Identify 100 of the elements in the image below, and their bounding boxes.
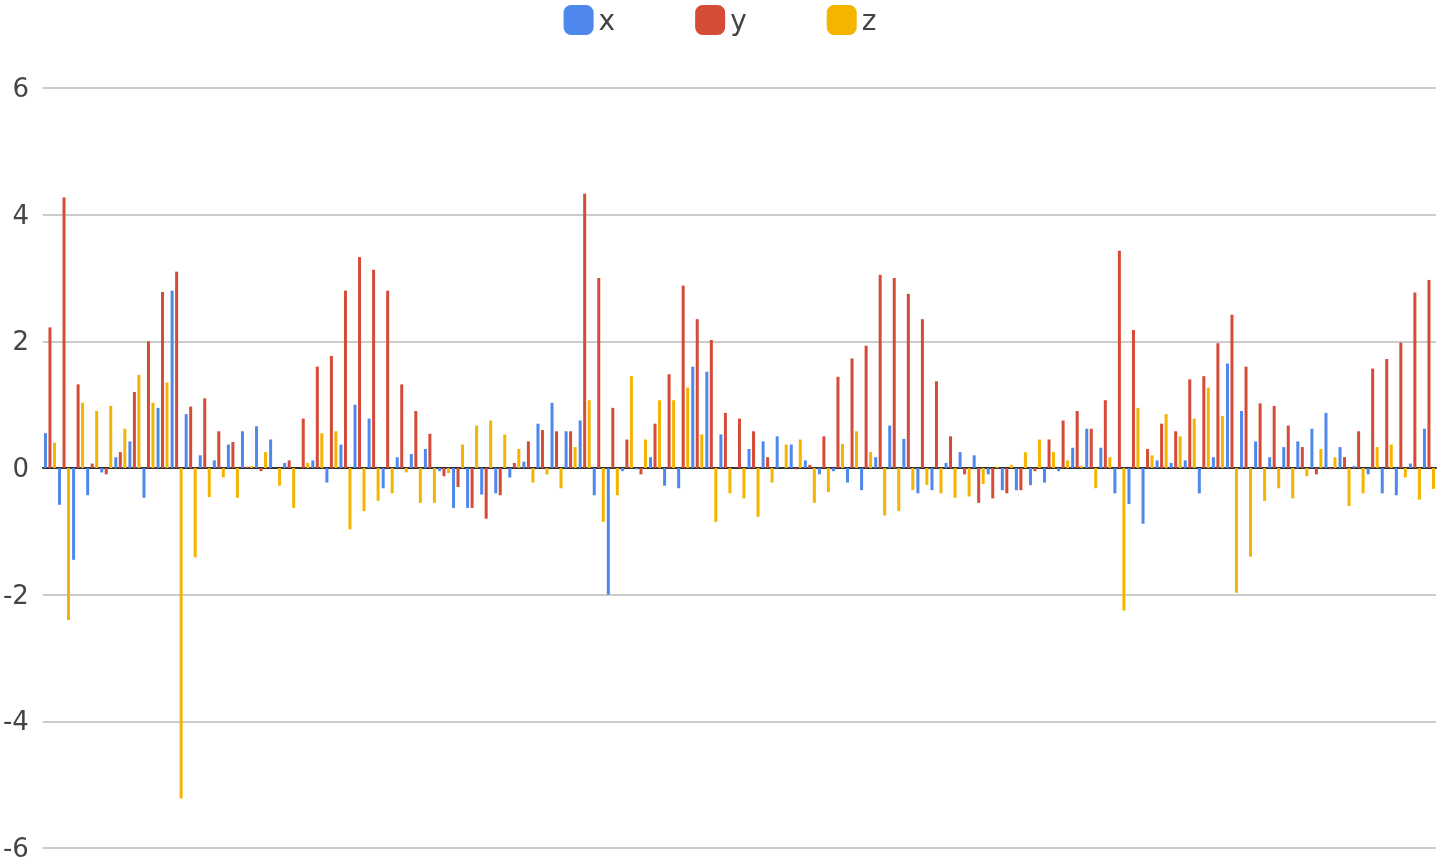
bar: [1009, 464, 1013, 468]
bar: [1254, 441, 1258, 468]
bar: [897, 468, 901, 512]
bar: [1155, 460, 1159, 468]
bar: [189, 406, 193, 468]
bar: [72, 468, 76, 560]
bar: [663, 468, 667, 486]
bar: [1174, 431, 1178, 468]
bar: [963, 468, 967, 475]
bar: [409, 454, 413, 468]
bar: [1127, 468, 1131, 505]
bar: [170, 290, 174, 468]
bar: [1230, 314, 1234, 468]
bar: [329, 355, 333, 468]
bar: [446, 468, 450, 474]
bar: [1202, 376, 1206, 468]
bar: [615, 468, 619, 496]
bar: [480, 468, 484, 495]
bar: [592, 468, 596, 496]
bar: [372, 269, 376, 468]
bar: [972, 455, 976, 468]
bar: [217, 431, 221, 468]
bar: [353, 404, 357, 468]
bar: [1216, 343, 1220, 468]
bar: [184, 414, 188, 468]
bar: [855, 431, 859, 468]
bar: [1047, 439, 1051, 468]
bar: [836, 376, 840, 468]
bar: [1019, 468, 1023, 491]
bar: [48, 327, 52, 468]
bar: [114, 457, 118, 468]
bar: [76, 384, 80, 468]
bar: [287, 460, 291, 468]
bar: [1192, 418, 1196, 468]
bar: [1300, 447, 1304, 468]
bar: [1357, 431, 1361, 468]
legend-label: y: [730, 3, 747, 37]
bar: [470, 468, 474, 508]
bar: [1178, 436, 1182, 468]
bar: [1108, 457, 1112, 468]
bar: [911, 468, 915, 491]
bar: [766, 457, 770, 468]
bar: [442, 468, 446, 477]
bar: [1338, 447, 1342, 468]
bar: [981, 468, 985, 484]
bar: [1146, 449, 1150, 468]
y-tick-label: 2: [12, 326, 29, 357]
bar: [404, 468, 408, 473]
bar: [916, 468, 920, 494]
bar: [1220, 416, 1224, 468]
bar: [709, 340, 713, 468]
bar: [906, 293, 910, 468]
bar: [1150, 455, 1154, 468]
y-tick-label: 4: [12, 199, 29, 230]
bar: [672, 400, 676, 468]
bar: [432, 468, 436, 503]
bar: [1263, 468, 1267, 501]
bar: [165, 382, 169, 468]
bar: [142, 468, 146, 498]
bar: [1333, 457, 1337, 468]
bar: [874, 457, 878, 468]
bar: [1014, 468, 1018, 491]
bar: [278, 468, 282, 486]
bar: [381, 468, 385, 489]
bar: [475, 425, 479, 468]
bar: [620, 468, 624, 472]
bar: [752, 431, 756, 468]
bar: [991, 468, 995, 499]
bar: [466, 468, 470, 508]
bar: [339, 444, 343, 468]
bar: [52, 442, 56, 468]
bar: [667, 374, 671, 468]
bar: [1005, 468, 1009, 494]
bar: [747, 449, 751, 468]
bar: [949, 436, 953, 468]
bar: [81, 402, 85, 468]
bar: [719, 434, 723, 468]
bar: [86, 468, 90, 496]
bar: [456, 468, 460, 487]
bar: [1296, 441, 1300, 468]
bar: [770, 468, 774, 483]
bar: [522, 461, 526, 468]
bar: [925, 468, 929, 486]
bar: [1057, 468, 1061, 472]
bar: [306, 462, 310, 468]
bar: [1366, 468, 1370, 475]
bar: [123, 428, 127, 468]
bar: [90, 463, 94, 468]
bar: [452, 468, 456, 508]
bar: [1037, 439, 1041, 468]
bar: [705, 371, 709, 468]
bar: [578, 420, 582, 468]
bar: [569, 431, 573, 468]
bar: [390, 468, 394, 494]
bar: [977, 468, 981, 503]
bar: [555, 431, 559, 468]
bar: [930, 468, 934, 491]
bar: [526, 441, 530, 468]
bar: [179, 468, 183, 799]
y-tick-label: 0: [12, 453, 29, 483]
